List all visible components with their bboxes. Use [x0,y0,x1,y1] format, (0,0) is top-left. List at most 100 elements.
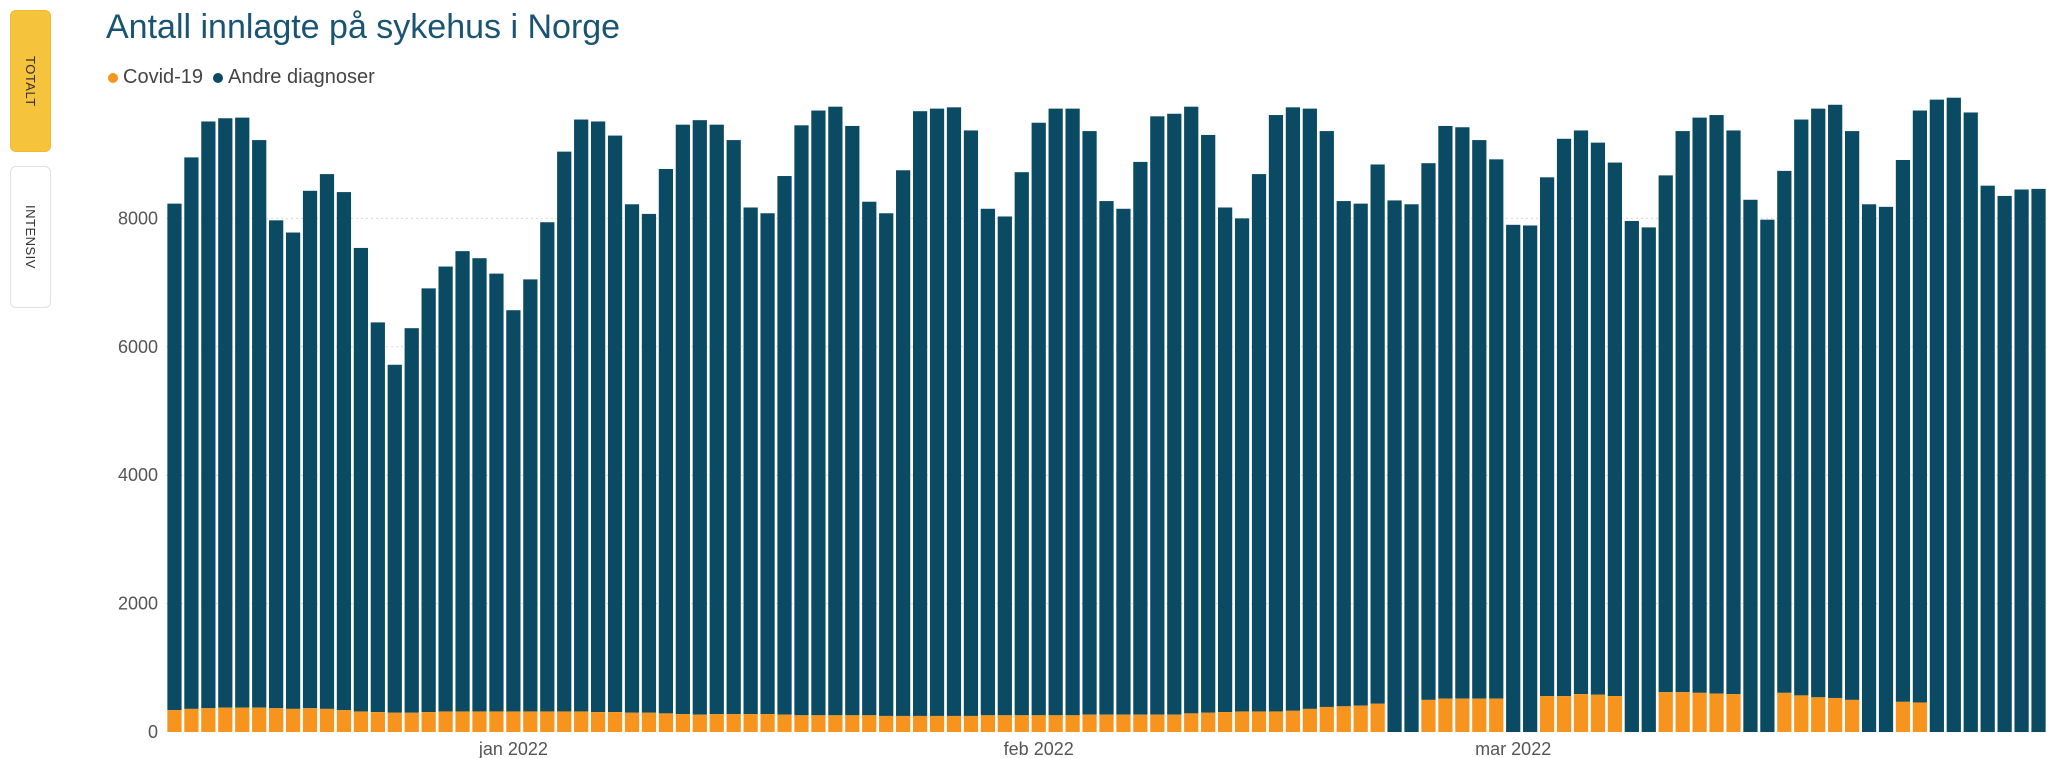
bar-andre-diagnoser[interactable] [1523,225,1538,732]
bar-covid-19[interactable] [235,707,250,732]
bar-andre-diagnoser[interactable] [1573,130,1589,695]
bar-covid-19[interactable] [1133,714,1148,732]
bar-covid-19[interactable] [302,708,318,732]
bar-covid-19[interactable] [201,708,216,732]
bar-andre-diagnoser[interactable] [218,118,233,708]
bar-andre-diagnoser[interactable] [607,135,623,713]
bar-andre-diagnoser[interactable] [302,190,318,709]
bar-covid-19[interactable] [1048,715,1063,732]
bar-andre-diagnoser[interactable] [370,322,385,713]
bar-andre-diagnoser[interactable] [1336,201,1351,707]
bar-covid-19[interactable] [1607,696,1622,732]
bar-covid-19[interactable] [370,712,385,732]
bar-andre-diagnoser[interactable] [1048,108,1063,716]
bar-andre-diagnoser[interactable] [472,258,487,712]
bar-covid-19[interactable] [1590,694,1606,732]
bar-covid-19[interactable] [1675,692,1690,732]
bar-covid-19[interactable] [404,712,419,732]
bar-covid-19[interactable] [1336,706,1351,732]
bar-covid-19[interactable] [641,712,657,732]
bar-covid-19[interactable] [980,715,995,732]
bar-covid-19[interactable] [1438,698,1453,732]
bar-andre-diagnoser[interactable] [1963,112,1978,733]
bar-covid-19[interactable] [760,714,775,732]
bar-covid-19[interactable] [269,708,284,732]
bar-covid-19[interactable] [1082,714,1097,732]
bar-covid-19[interactable] [1709,693,1724,732]
bar-andre-diagnoser[interactable] [1184,106,1199,714]
bar-covid-19[interactable] [1556,696,1572,732]
bar-andre-diagnoser[interactable] [1878,206,1894,733]
bar-covid-19[interactable] [1692,692,1707,732]
bar-andre-diagnoser[interactable] [1472,140,1487,699]
bar-andre-diagnoser[interactable] [1794,119,1809,696]
bar-covid-19[interactable] [1116,714,1131,732]
bar-andre-diagnoser[interactable] [1828,104,1843,698]
bar-andre-diagnoser[interactable] [946,107,962,716]
bar-andre-diagnoser[interactable] [1251,174,1267,712]
bar-andre-diagnoser[interactable] [624,204,640,713]
bar-andre-diagnoser[interactable] [540,222,555,712]
bar-covid-19[interactable] [218,707,233,732]
tab-intensiv[interactable]: INTENSIV [10,166,51,308]
bar-andre-diagnoser[interactable] [1387,200,1402,733]
bar-covid-19[interactable] [794,715,809,732]
bar-covid-19[interactable] [523,711,538,732]
bar-andre-diagnoser[interactable] [1641,227,1656,732]
bar-covid-19[interactable] [1285,710,1301,732]
bar-andre-diagnoser[interactable] [489,273,504,712]
bar-andre-diagnoser[interactable] [658,168,674,714]
bar-andre-diagnoser[interactable] [709,124,724,715]
bar-covid-19[interactable] [1302,708,1317,732]
bar-covid-19[interactable] [1234,711,1250,732]
bar-covid-19[interactable] [1167,714,1182,732]
bar-covid-19[interactable] [489,711,504,732]
bar-covid-19[interactable] [1251,711,1267,732]
bar-andre-diagnoser[interactable] [777,176,792,715]
bar-andre-diagnoser[interactable] [1133,161,1148,715]
bar-andre-diagnoser[interactable] [1675,131,1690,693]
bar-andre-diagnoser[interactable] [811,110,826,716]
bar-covid-19[interactable] [1828,697,1843,732]
bar-covid-19[interactable] [1912,702,1928,732]
bar-andre-diagnoser[interactable] [1912,110,1928,703]
bar-andre-diagnoser[interactable] [1709,115,1724,694]
bar-andre-diagnoser[interactable] [438,266,453,712]
bar-covid-19[interactable] [709,714,724,732]
bar-andre-diagnoser[interactable] [387,364,402,713]
bar-andre-diagnoser[interactable] [1167,113,1182,715]
bar-andre-diagnoser[interactable] [455,251,470,712]
bar-covid-19[interactable] [167,710,182,732]
bar-covid-19[interactable] [1014,715,1029,732]
bar-andre-diagnoser[interactable] [1099,201,1114,715]
bar-andre-diagnoser[interactable] [235,117,250,708]
bar-andre-diagnoser[interactable] [1116,208,1131,715]
bar-andre-diagnoser[interactable] [1590,142,1606,695]
bar-andre-diagnoser[interactable] [1658,175,1673,693]
bar-covid-19[interactable] [675,714,690,732]
bar-andre-diagnoser[interactable] [1421,163,1436,700]
bar-covid-19[interactable] [946,715,962,732]
bar-covid-19[interactable] [1268,711,1284,732]
bar-andre-diagnoser[interactable] [1845,131,1860,700]
bar-andre-diagnoser[interactable] [506,310,521,712]
bar-covid-19[interactable] [777,714,792,732]
bar-andre-diagnoser[interactable] [1065,108,1080,716]
bar-covid-19[interactable] [387,712,402,732]
bar-andre-diagnoser[interactable] [1980,185,1995,732]
bar-covid-19[interactable] [438,711,453,732]
bar-andre-diagnoser[interactable] [929,108,945,716]
bar-andre-diagnoser[interactable] [1726,130,1741,695]
bar-covid-19[interactable] [1489,698,1504,732]
bar-andre-diagnoser[interactable] [1997,195,2012,732]
bar-covid-19[interactable] [929,715,945,732]
bar-andre-diagnoser[interactable] [1370,164,1385,704]
bar-andre-diagnoser[interactable] [912,111,928,716]
bar-covid-19[interactable] [1777,692,1792,732]
bar-covid-19[interactable] [336,710,352,732]
bar-covid-19[interactable] [1455,698,1470,732]
bar-andre-diagnoser[interactable] [1692,117,1707,693]
bar-covid-19[interactable] [1573,694,1589,732]
bar-andre-diagnoser[interactable] [675,124,690,715]
bar-andre-diagnoser[interactable] [1455,127,1470,699]
